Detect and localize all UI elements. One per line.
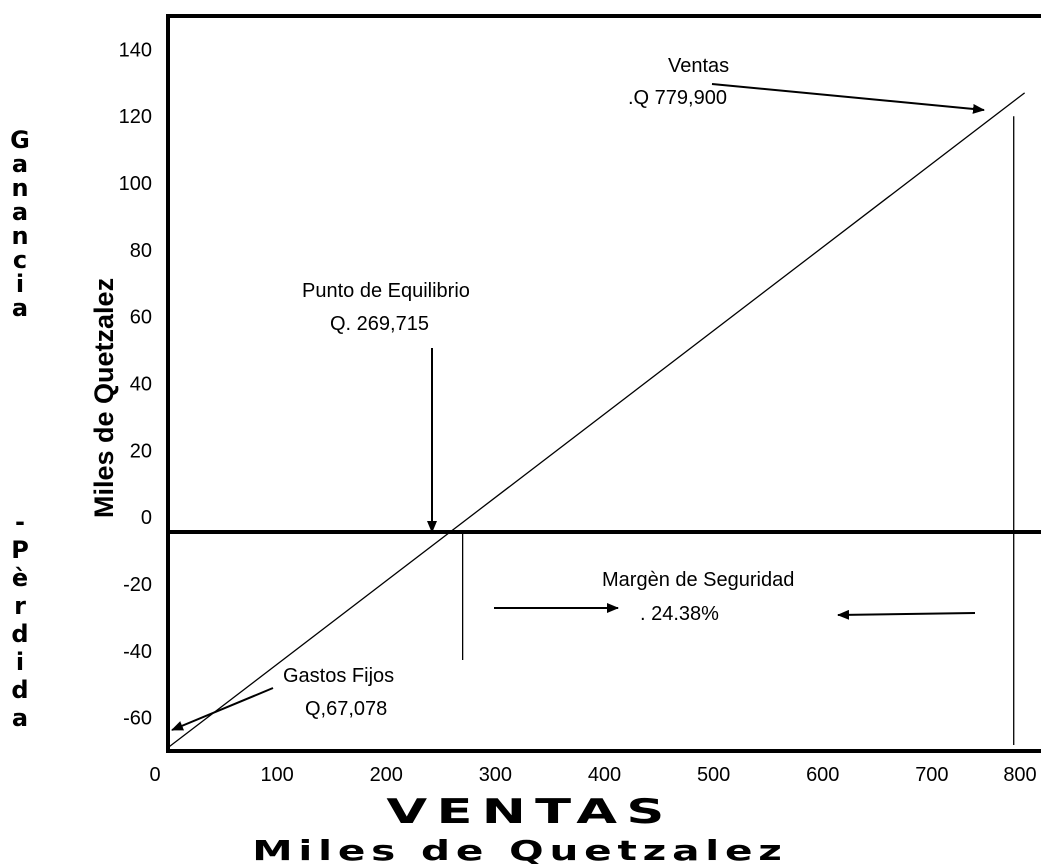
gastos-label: Gastos Fijos [283,665,394,687]
side-label-letter: d [11,620,28,648]
side-label-letter: a [12,294,28,322]
side-label-letter: i [16,270,24,298]
x-tick-label: 700 [915,764,948,786]
x-axis-sublabel: Miles de Quetzalez [252,835,788,864]
side-label-letter: a [12,150,28,178]
side-label-letter: a [12,198,28,226]
x-tick-label: 600 [806,764,839,786]
y-tick-label: 0 [141,507,152,529]
side-label-letter: d [11,676,28,704]
sales-line [167,92,1026,749]
x-tick-label: 200 [370,764,403,786]
axes-layer [166,14,1041,753]
side-label-letter: P [11,536,29,564]
x-tick-label: 400 [588,764,621,786]
x-tick-label: 300 [479,764,512,786]
side-label-letter: c [13,246,27,274]
x-tick-label: 500 [697,764,730,786]
side-label-letter: è [12,564,28,592]
side-label-letter: i [16,648,24,676]
x-tick-label: 0 [149,764,160,786]
y-tick-label: 140 [119,39,152,61]
side-label-letter: a [12,704,28,732]
ventas-arrow [711,83,985,114]
y-tick-label: 80 [130,240,152,262]
y-tick-label: 60 [130,307,152,329]
y-tick-label: -60 [123,708,152,730]
side-label-letter: n [11,222,28,250]
side-label-letter: G [10,126,30,154]
gastos-arrow [171,687,274,731]
x-axis-label: VENTAS [386,792,673,831]
marks-layer [167,92,1026,749]
margen-arrow-right [837,609,976,620]
y-tick-label: 120 [119,106,152,128]
side-label-letter: - [15,508,25,536]
y-tick-label: 20 [130,440,152,462]
ventas-value: .Q 779,900 [628,87,727,109]
ventas-label: Ventas [668,55,729,77]
y-tick-label: 100 [119,173,152,195]
margen-label: Margèn de Seguridad [602,569,794,591]
margen-value: . 24.38% [640,603,719,625]
y-axis-label: Miles de Quetzalez [89,278,119,518]
x-tick-label: 800 [1003,764,1036,786]
y-tick-label: 40 [130,374,152,396]
side-label-letter: n [11,174,28,202]
side-label-letter: r [14,592,26,620]
x-tick-label: 100 [260,764,293,786]
gastos-value: Q,67,078 [305,698,387,720]
equilibrio-label: Punto de Equilibrio [302,280,470,302]
y-tick-label: -20 [123,574,152,596]
equilibrio-value: Q. 269,715 [330,313,429,335]
y-tick-label: -40 [123,641,152,663]
